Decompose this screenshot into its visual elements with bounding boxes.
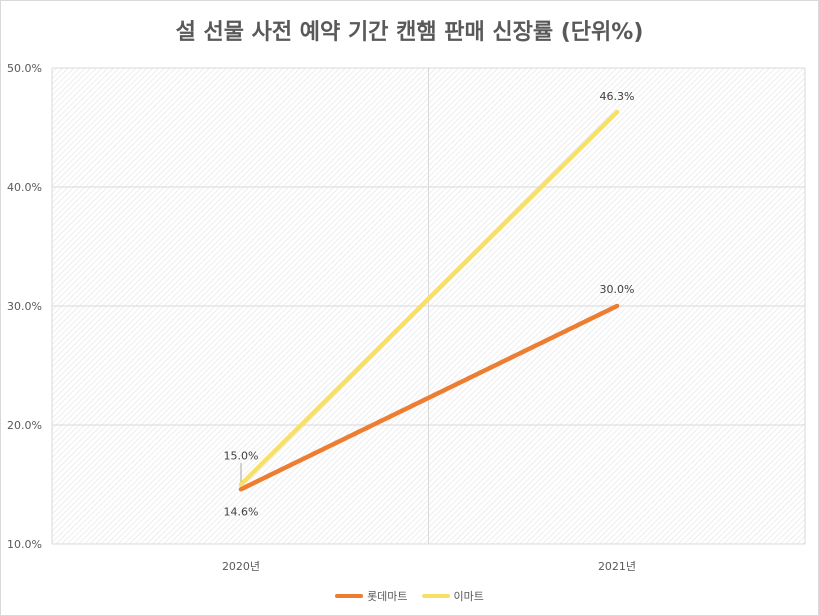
data-point: [615, 110, 619, 115]
y-tick-label: 50.0%: [7, 62, 42, 75]
data-label: 15.0%: [224, 450, 259, 463]
x-tick-label: 2021년: [598, 560, 636, 573]
y-tick-label: 40.0%: [7, 181, 42, 194]
series-line-1: [238, 303, 620, 492]
y-tick-label: 10.0%: [7, 538, 42, 551]
data-label: 46.3%: [600, 90, 635, 103]
data-point: [239, 482, 243, 487]
legend-swatch: [421, 594, 450, 598]
x-tick-label: 2020년: [222, 560, 260, 573]
data-point: [239, 487, 243, 492]
y-tick-label: 20.0%: [7, 419, 42, 432]
chart-legend: 롯데마트 이마트: [0, 588, 819, 604]
y-tick-label: 30.0%: [7, 300, 42, 313]
chart-title: 설 선물 사전 예약 기간 캔햄 판매 신장률 (단위%): [175, 20, 644, 45]
legend-label: 롯데마트: [367, 590, 408, 603]
data-label: 30.0%: [600, 283, 635, 296]
data-point: [615, 304, 619, 308]
legend-item: 이마트: [421, 588, 484, 604]
legend-swatch: [335, 594, 364, 598]
data-label: 14.6%: [224, 505, 259, 518]
legend-label: 이마트: [453, 590, 484, 603]
legend-item: 롯데마트: [335, 588, 408, 604]
series-line-2: [238, 109, 620, 487]
